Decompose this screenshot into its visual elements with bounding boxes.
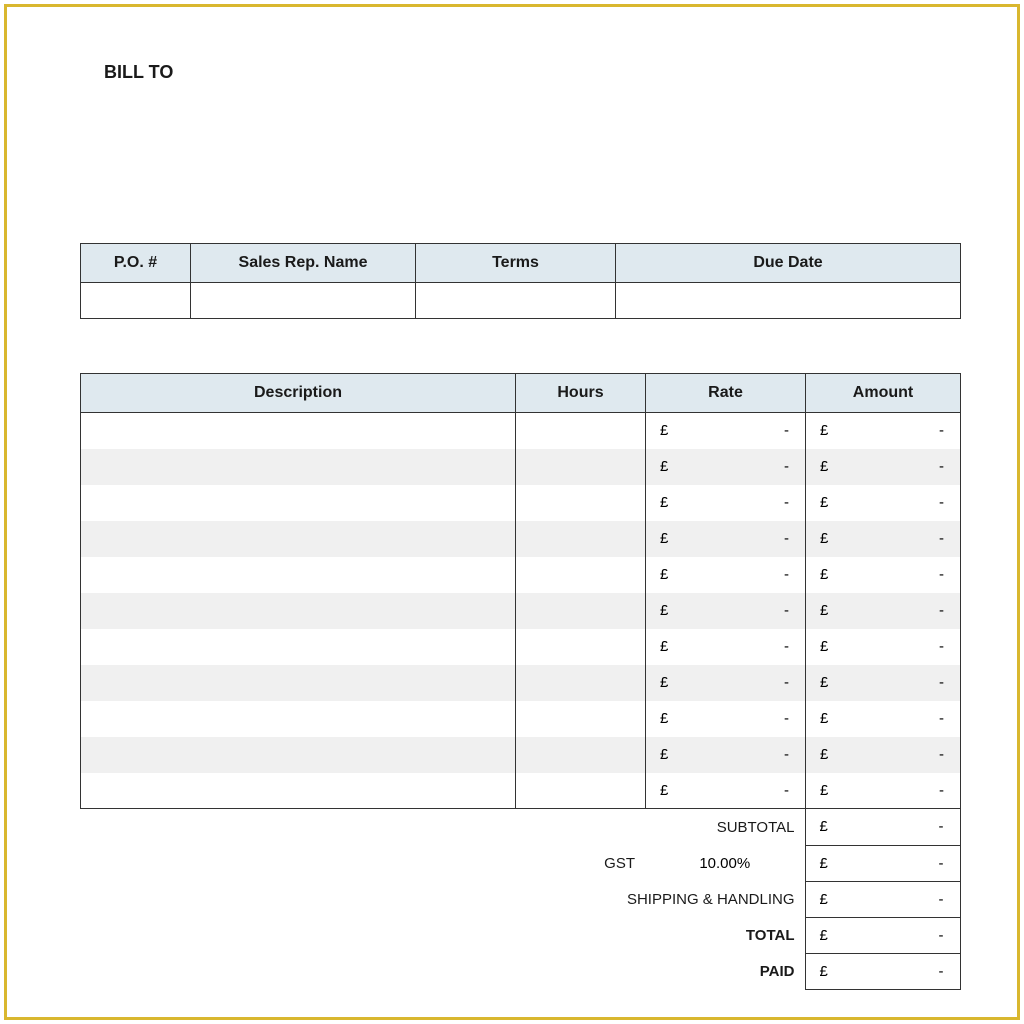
item-row: £-£- [81, 665, 961, 701]
item-rate[interactable]: £- [646, 557, 806, 593]
gst-pct: 10.00% [645, 845, 805, 881]
total-label: TOTAL [645, 917, 805, 953]
item-description[interactable] [81, 449, 516, 485]
item-rate[interactable]: £- [646, 485, 806, 521]
totals-table: SUBTOTAL £- GST 10.00% £- SHIPPING & HAN… [80, 809, 961, 990]
items-table: Description Hours Rate Amount £-£-£-£-£-… [80, 373, 961, 809]
item-row: £-£- [81, 701, 961, 737]
items-col-amount: Amount [806, 374, 961, 413]
gst-label: GST [515, 845, 645, 881]
item-row: £-£- [81, 593, 961, 629]
item-hours[interactable] [516, 737, 646, 773]
info-row [81, 283, 961, 319]
gst-amount: £- [805, 845, 960, 881]
item-hours[interactable] [516, 701, 646, 737]
item-amount: £- [806, 485, 961, 521]
item-row: £-£- [81, 737, 961, 773]
paid-label: PAID [645, 953, 805, 989]
shipping-label: SHIPPING & HANDLING [515, 881, 805, 917]
item-hours[interactable] [516, 413, 646, 449]
item-rate[interactable]: £- [646, 701, 806, 737]
item-hours[interactable] [516, 485, 646, 521]
item-hours[interactable] [516, 629, 646, 665]
paid-amount: £- [805, 953, 960, 989]
item-amount: £- [806, 773, 961, 809]
item-hours[interactable] [516, 521, 646, 557]
item-row: £-£- [81, 773, 961, 809]
item-rate[interactable]: £- [646, 665, 806, 701]
item-rate[interactable]: £- [646, 773, 806, 809]
info-col-terms: Terms [416, 244, 616, 283]
shipping-amount: £- [805, 881, 960, 917]
item-amount: £- [806, 521, 961, 557]
info-cell-salesrep[interactable] [191, 283, 416, 319]
item-row: £-£- [81, 449, 961, 485]
item-description[interactable] [81, 521, 516, 557]
item-row: £-£- [81, 413, 961, 449]
item-amount: £- [806, 593, 961, 629]
item-description[interactable] [81, 413, 516, 449]
item-description[interactable] [81, 557, 516, 593]
item-hours[interactable] [516, 593, 646, 629]
item-rate[interactable]: £- [646, 737, 806, 773]
info-cell-po[interactable] [81, 283, 191, 319]
item-rate[interactable]: £- [646, 593, 806, 629]
item-hours[interactable] [516, 449, 646, 485]
item-rate[interactable]: £- [646, 521, 806, 557]
item-rate[interactable]: £- [646, 629, 806, 665]
invoice-content: BILL TO P.O. # Sales Rep. Name Terms Due… [0, 0, 1024, 1024]
item-row: £-£- [81, 485, 961, 521]
subtotal-amount: £- [805, 809, 960, 845]
item-hours[interactable] [516, 557, 646, 593]
items-col-description: Description [81, 374, 516, 413]
total-amount: £- [805, 917, 960, 953]
item-row: £-£- [81, 557, 961, 593]
item-amount: £- [806, 737, 961, 773]
item-amount: £- [806, 629, 961, 665]
item-amount: £- [806, 557, 961, 593]
item-description[interactable] [81, 629, 516, 665]
item-amount: £- [806, 449, 961, 485]
info-col-po: P.O. # [81, 244, 191, 283]
items-col-hours: Hours [516, 374, 646, 413]
item-description[interactable] [81, 773, 516, 809]
item-amount: £- [806, 413, 961, 449]
item-amount: £- [806, 701, 961, 737]
item-description[interactable] [81, 737, 516, 773]
info-col-salesrep: Sales Rep. Name [191, 244, 416, 283]
item-description[interactable] [81, 593, 516, 629]
item-description[interactable] [81, 701, 516, 737]
item-amount: £- [806, 665, 961, 701]
bill-to-label: BILL TO [104, 62, 976, 83]
item-rate[interactable]: £- [646, 449, 806, 485]
info-table: P.O. # Sales Rep. Name Terms Due Date [80, 243, 961, 319]
info-cell-duedate[interactable] [616, 283, 961, 319]
info-cell-terms[interactable] [416, 283, 616, 319]
item-hours[interactable] [516, 665, 646, 701]
item-row: £-£- [81, 521, 961, 557]
item-hours[interactable] [516, 773, 646, 809]
item-description[interactable] [81, 665, 516, 701]
subtotal-label: SUBTOTAL [645, 809, 805, 845]
item-rate[interactable]: £- [646, 413, 806, 449]
item-row: £-£- [81, 629, 961, 665]
item-description[interactable] [81, 485, 516, 521]
items-col-rate: Rate [646, 374, 806, 413]
info-col-duedate: Due Date [616, 244, 961, 283]
